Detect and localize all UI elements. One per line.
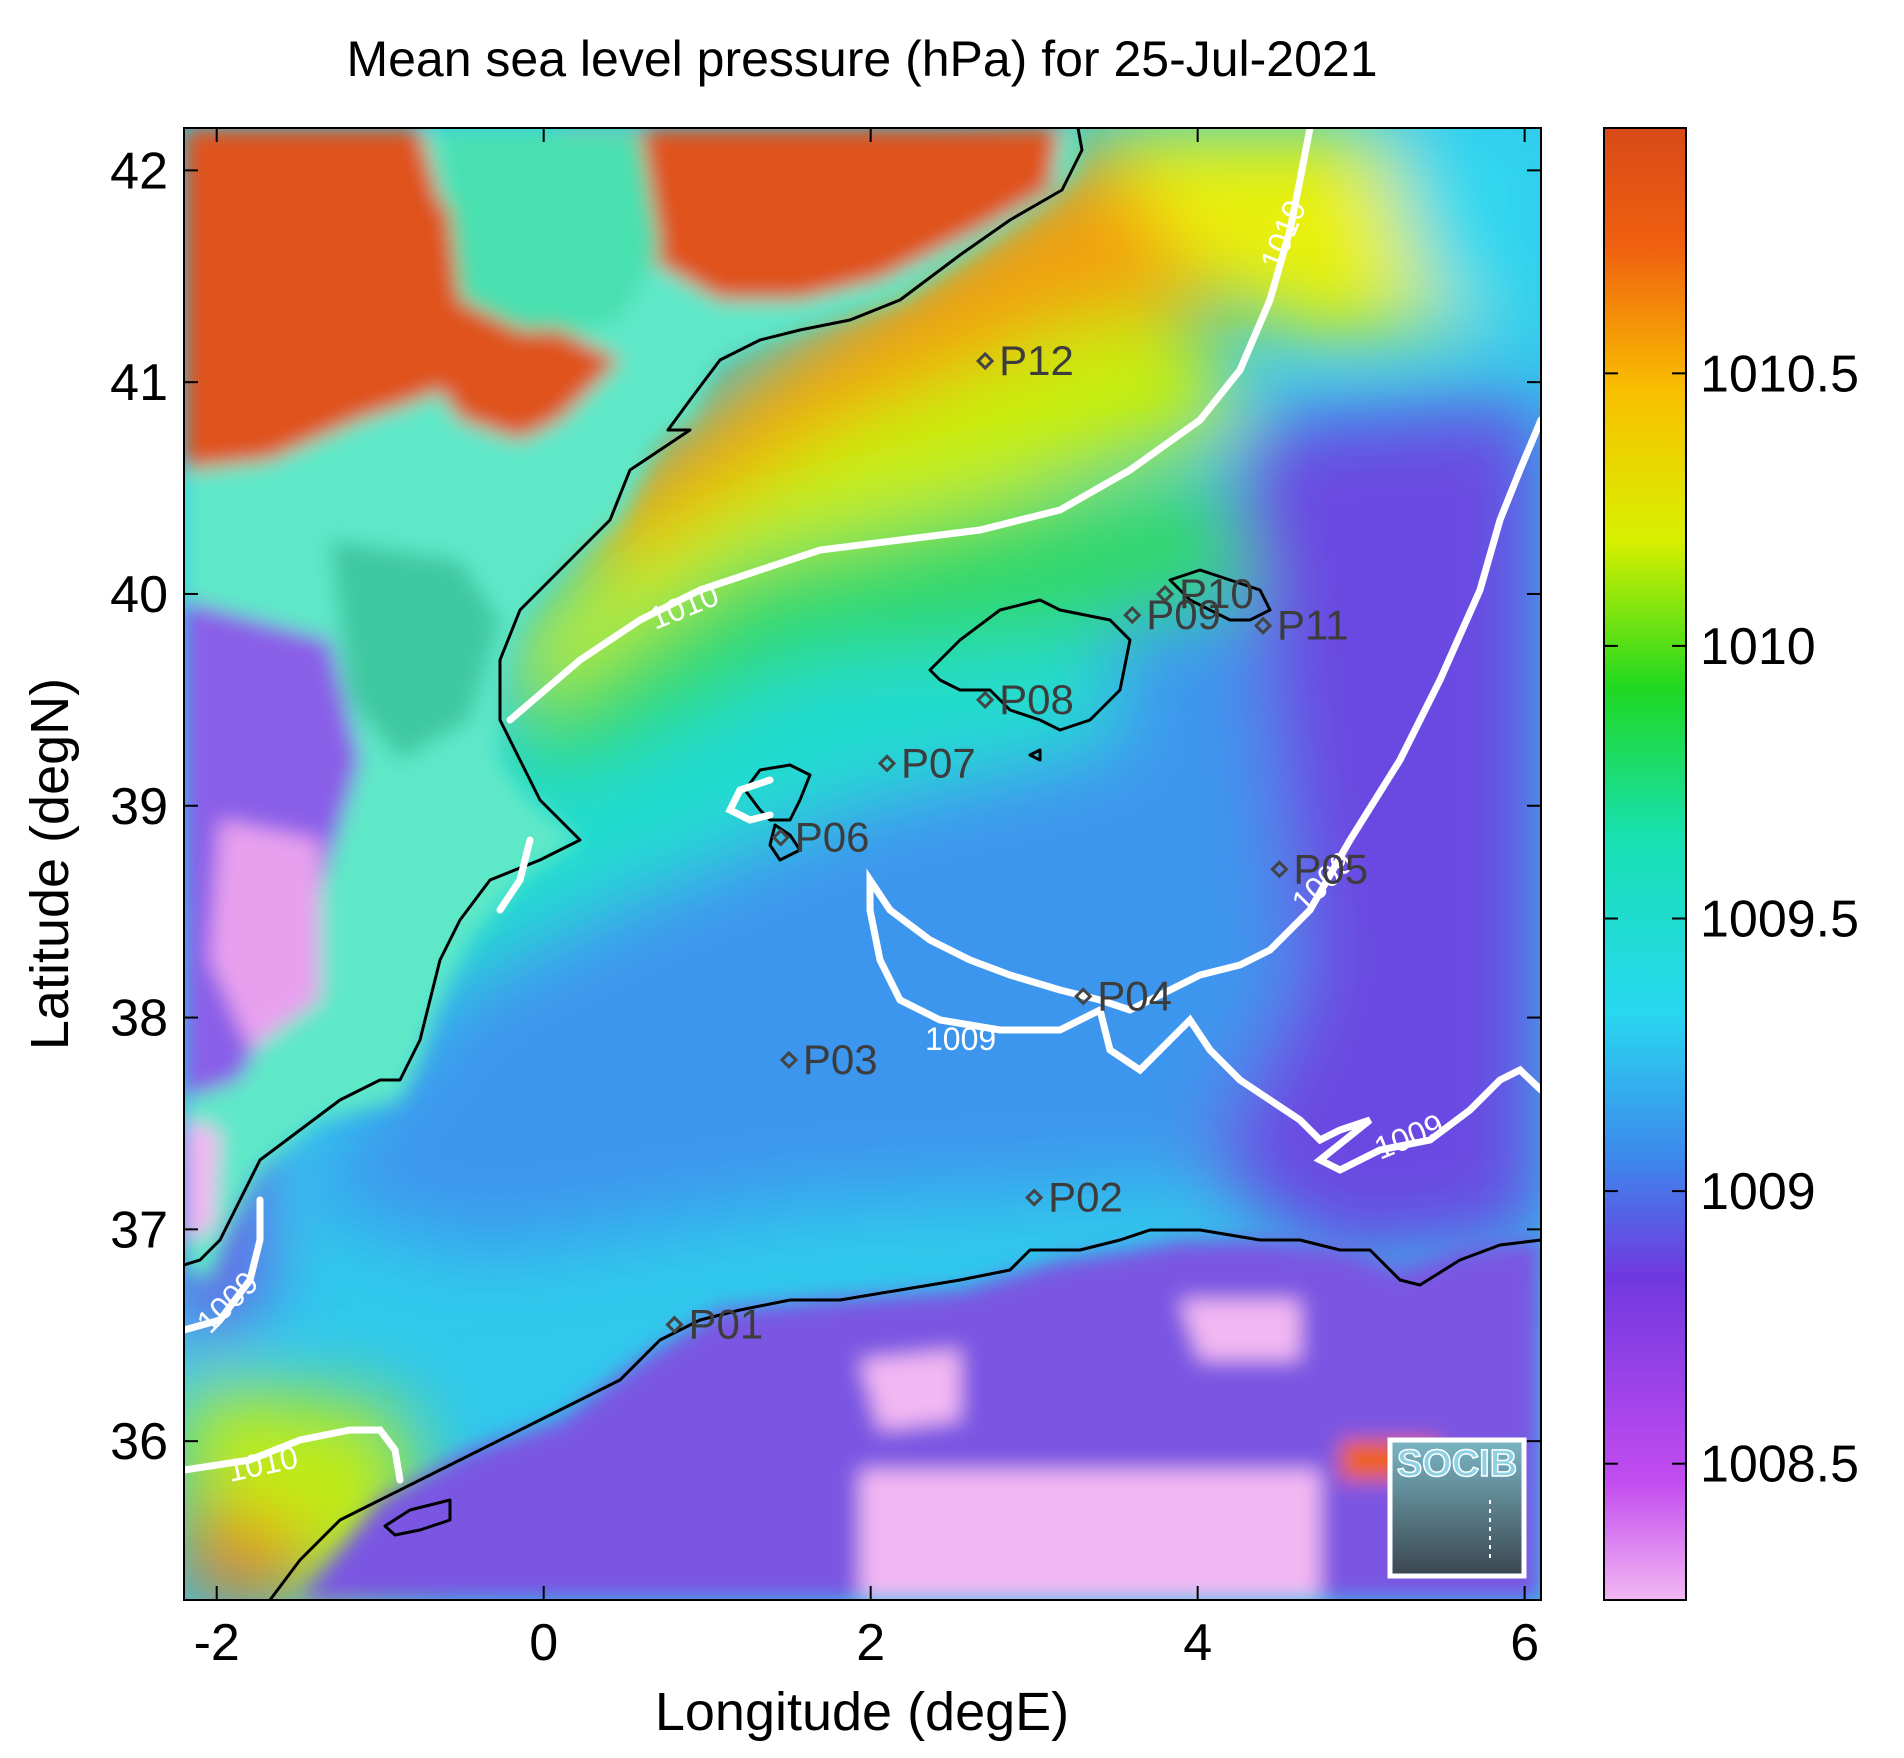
socib-logo-text: SOCIB — [1397, 1443, 1517, 1485]
station-label: P09 — [1146, 591, 1221, 638]
contour-1010-southwest — [184, 1426, 404, 1484]
station-label: P11 — [1277, 602, 1349, 649]
colorbar-tick-label: 1010.5 — [1700, 345, 1859, 403]
station-marker — [771, 828, 790, 847]
contour-1009-east — [866, 416, 1541, 1034]
station-marker — [1074, 987, 1093, 1006]
x-axis-label: Longitude (degE) — [655, 1682, 1069, 1742]
x-tick-label: 6 — [1510, 1614, 1539, 1672]
y-tick-label: 42 — [110, 142, 168, 200]
colorbar: 1008.5 1009 1009.5 1010 1010.5 — [1603, 127, 1859, 1601]
station-marker — [665, 1315, 684, 1334]
plot-frame — [183, 127, 1542, 1601]
y-tick-label: 39 — [110, 778, 168, 836]
station-marker — [877, 754, 897, 773]
x-tick-label: 2 — [856, 1614, 885, 1672]
station-marker — [1123, 606, 1142, 625]
x-tick-label: -2 — [194, 1614, 240, 1672]
colorbar-tick-label: 1010 — [1700, 618, 1816, 676]
contour-1009-coast — [496, 836, 534, 914]
station-label: P03 — [803, 1036, 878, 1083]
socib-logo: SOCIB — [1387, 1437, 1527, 1579]
contour-1009-loop — [1096, 1006, 1541, 1174]
colorbar-gradient — [1603, 127, 1687, 1601]
contour-1009-ibiza — [725, 776, 774, 824]
y-tick-label: 41 — [110, 354, 168, 412]
station-marker — [1253, 616, 1273, 635]
pressure-field — [184, 128, 1541, 1600]
station-marker — [1155, 584, 1175, 604]
station-marker — [975, 690, 995, 709]
station-label: P02 — [1048, 1174, 1123, 1221]
coastlines — [184, 128, 1541, 1600]
colorbar-tick-label: 1009.5 — [1700, 891, 1859, 949]
station-label: P07 — [901, 739, 976, 786]
station-marker — [1270, 860, 1289, 879]
station-marker — [779, 1050, 799, 1070]
contour-label: 1009 — [925, 1021, 996, 1057]
x-tick-label: 4 — [1183, 1614, 1212, 1672]
y-tick-label: 36 — [110, 1413, 168, 1471]
station-label: P05 — [1293, 845, 1368, 892]
station-label: P08 — [999, 676, 1074, 723]
x-tick-label: 0 — [529, 1614, 558, 1672]
station-label: P04 — [1097, 972, 1172, 1019]
station-marker — [1025, 1188, 1044, 1207]
y-tick-label: 37 — [110, 1201, 168, 1259]
isobar-contours — [184, 128, 1541, 1484]
colorbar-tick-label: 1009 — [1700, 1163, 1816, 1221]
contour-1009-southwest — [184, 1196, 264, 1334]
y-tick-label: 38 — [110, 990, 168, 1048]
station-label: P06 — [795, 814, 870, 861]
station-marker — [975, 351, 995, 371]
y-axis: 36 37 38 39 40 41 42 — [110, 142, 1541, 1471]
station-label: P01 — [688, 1301, 763, 1348]
y-tick-label: 40 — [110, 566, 168, 624]
station-label: P12 — [999, 337, 1074, 384]
y-axis-label: Latitude (degN) — [20, 678, 80, 1050]
colorbar-ticks: 1008.5 1009 1009.5 1010 1010.5 — [1604, 345, 1859, 1494]
x-axis: -2 0 2 4 6 — [194, 128, 1539, 1672]
chart-title: Mean sea level pressure (hPa) for 25-Jul… — [346, 31, 1377, 87]
colorbar-tick-label: 1008.5 — [1700, 1436, 1859, 1494]
contour-1010-north — [506, 128, 1314, 724]
station-label: P10 — [1179, 570, 1254, 617]
